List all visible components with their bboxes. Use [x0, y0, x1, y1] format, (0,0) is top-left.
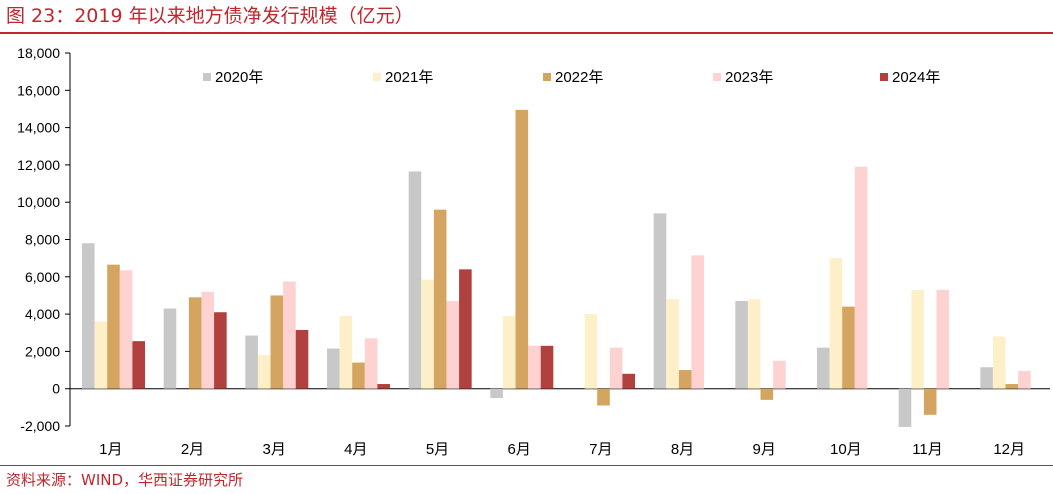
bar-layer: [82, 109, 1031, 427]
y-tick-label: 8,000: [25, 232, 60, 248]
legend-swatch: [203, 73, 211, 81]
bar-2022年-5月: [433, 209, 447, 389]
y-tick-label: 12,000: [17, 157, 60, 173]
figure-title: 图 23：2019 年以来地方债净发行规模（亿元）: [6, 5, 414, 27]
bar-2021年-5月: [421, 279, 434, 389]
bar-2021年-1月: [94, 321, 108, 389]
bar-2020年-2月: [163, 308, 177, 389]
bar-2021年-10月: [829, 258, 843, 389]
x-tick-label: 2月: [181, 441, 204, 458]
bar-2020年-9月: [735, 301, 748, 389]
bar-2021年-9月: [747, 299, 761, 389]
legend-label: 2022年: [555, 69, 603, 86]
legend-label: 2024年: [892, 69, 940, 86]
bar-2022年-7月: [597, 388, 610, 406]
bar-2022年-4月: [352, 362, 365, 389]
bar-2020年-6月: [490, 388, 503, 399]
legend-label: 2021年: [385, 69, 433, 86]
source-note: 资料来源：WIND，华西证券研究所: [6, 471, 244, 489]
y-tick-label: 4,000: [25, 306, 60, 322]
x-tick-label: 5月: [426, 441, 449, 458]
bar-2023年-9月: [773, 360, 786, 389]
bar-2023年-1月: [119, 270, 133, 389]
y-tick-label: 0: [52, 381, 60, 397]
bar-2023年-3月: [283, 281, 296, 389]
bar-2024年-3月: [295, 329, 309, 389]
bar-2020年-5月: [408, 171, 422, 389]
bar-2023年-10月: [854, 166, 868, 389]
legend-swatch: [713, 73, 721, 81]
bar-2022年-11月: [923, 388, 937, 415]
bar-2022年-3月: [270, 295, 284, 389]
title-divider: [0, 32, 1053, 34]
x-tick-label: 11月: [912, 441, 943, 458]
bar-2021年-8月: [666, 299, 679, 389]
legend-label: 2020年: [215, 69, 263, 86]
y-tick-label: 6,000: [25, 269, 60, 285]
bar-2021年-11月: [911, 289, 924, 389]
bar-2022年-8月: [678, 370, 692, 389]
x-tick-label: 8月: [671, 441, 694, 458]
x-tick-label: 7月: [589, 441, 612, 458]
bar-2020年-11月: [898, 388, 912, 427]
bar-2024年-7月: [622, 373, 635, 389]
bar-2023年-5月: [446, 301, 460, 389]
bar-2022年-1月: [107, 264, 120, 389]
x-tick-label: 12月: [993, 441, 1025, 458]
bar-2023年-8月: [691, 255, 705, 389]
x-tick-label: 4月: [344, 441, 367, 458]
bar-2023年-2月: [201, 291, 215, 389]
bar-2024年-4月: [377, 384, 390, 389]
axis-layer: -2,000 0 2,000 4,000 6,000 8,000 10,000 12,000 1…: [17, 45, 1050, 458]
bar-2023年-4月: [364, 338, 378, 389]
bar-2022年-10月: [842, 306, 855, 389]
bar-2024年-2月: [214, 312, 227, 389]
y-tick-label: 14,000: [17, 120, 60, 136]
x-tick-label: 6月: [507, 441, 530, 458]
x-tick-label: 10月: [830, 441, 862, 458]
bar-2020年-1月: [82, 243, 95, 389]
source-divider: [0, 465, 1053, 466]
bar-2023年-7月: [609, 347, 623, 389]
bar-2020年-12月: [980, 367, 993, 389]
bar-2021年-6月: [502, 315, 516, 389]
legend-swatch: [880, 73, 888, 81]
bar-2020年-10月: [817, 347, 830, 389]
bar-2020年-3月: [245, 335, 258, 389]
legend: 2020年 2021年 2022年 2023年 2024年: [203, 69, 940, 86]
bar-2022年-2月: [188, 297, 202, 389]
bar-2022年-12月: [1005, 384, 1019, 389]
y-tick-label: 18,000: [17, 45, 60, 61]
bar-2023年-6月: [528, 345, 541, 389]
bar-2021年-7月: [584, 314, 598, 389]
bar-2024年-6月: [540, 345, 554, 389]
bar-2020年-4月: [327, 348, 340, 389]
x-tick-label: 9月: [752, 441, 775, 458]
y-tick-label: -2,000: [20, 418, 60, 434]
x-tick-label: 1月: [99, 441, 122, 458]
bar-2024年-1月: [132, 341, 145, 389]
bar-2021年-3月: [257, 355, 271, 389]
legend-swatch: [543, 73, 551, 81]
bar-2023年-11月: [936, 289, 950, 389]
y-tick-label: 10,000: [17, 194, 60, 210]
y-tick-label: 16,000: [17, 82, 60, 98]
legend-swatch: [373, 73, 381, 81]
bar-2022年-6月: [515, 109, 529, 389]
bar-2020年-8月: [653, 213, 667, 389]
x-tick-label: 3月: [262, 441, 285, 458]
bar-2022年-9月: [760, 388, 774, 400]
bar-2021年-12月: [992, 336, 1006, 389]
bar-2024年-5月: [459, 269, 472, 389]
legend-label: 2023年: [725, 69, 773, 86]
bar-2023年-12月: [1018, 370, 1031, 389]
bar-2021年-4月: [339, 315, 353, 389]
y-tick-label: 2,000: [25, 343, 60, 359]
